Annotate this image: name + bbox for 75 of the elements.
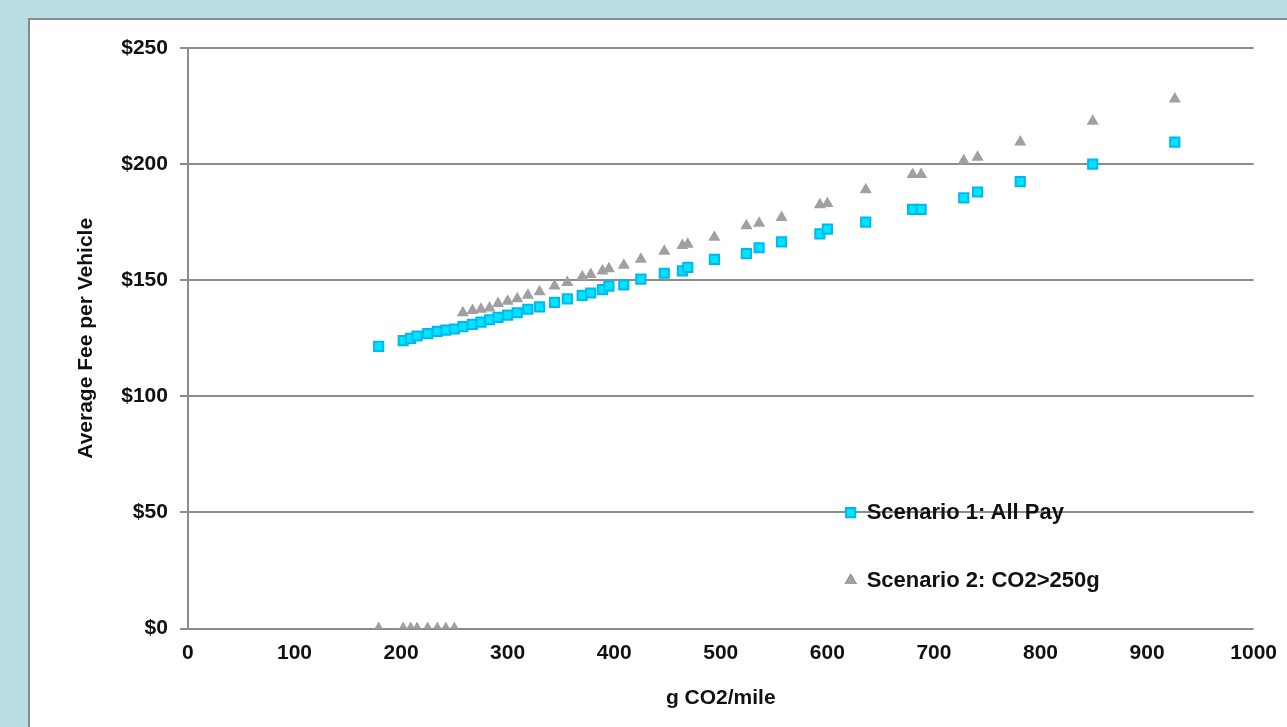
point bbox=[618, 279, 630, 291]
x-tick-label: 500 bbox=[703, 640, 739, 663]
point bbox=[821, 223, 833, 235]
y-axis-title: Average Fee per Vehicle bbox=[73, 217, 97, 459]
x-tick-label: 400 bbox=[596, 640, 632, 663]
point bbox=[860, 216, 872, 228]
point bbox=[522, 303, 534, 315]
x-tick-label: 700 bbox=[916, 640, 952, 663]
point bbox=[682, 261, 694, 274]
point bbox=[474, 302, 488, 313]
point bbox=[658, 267, 670, 279]
point bbox=[576, 269, 589, 281]
x-tick-label: 0 bbox=[182, 640, 194, 663]
point bbox=[617, 258, 630, 269]
point bbox=[501, 294, 514, 305]
point bbox=[775, 236, 788, 248]
point bbox=[859, 182, 872, 194]
point bbox=[1169, 136, 1181, 148]
point bbox=[492, 311, 504, 323]
point bbox=[708, 230, 721, 241]
point bbox=[1014, 175, 1026, 188]
point bbox=[585, 287, 597, 299]
point bbox=[753, 242, 765, 254]
y-tick-label: $0 bbox=[144, 615, 168, 639]
point bbox=[753, 216, 766, 227]
point bbox=[511, 307, 523, 319]
point bbox=[1014, 135, 1027, 146]
point bbox=[1086, 114, 1099, 125]
point bbox=[422, 328, 434, 340]
point bbox=[958, 192, 970, 204]
y-tick-label: $250 bbox=[121, 34, 168, 58]
point bbox=[534, 301, 546, 313]
point bbox=[1087, 158, 1099, 170]
point bbox=[740, 218, 753, 230]
point bbox=[775, 210, 788, 222]
x-axis-title: g CO2/mile bbox=[665, 685, 776, 709]
point bbox=[521, 288, 534, 299]
point bbox=[740, 247, 752, 260]
point bbox=[457, 321, 469, 333]
x-tick-label: 300 bbox=[490, 640, 526, 663]
legend-label: Scenario 1: All Pay bbox=[866, 498, 1065, 524]
y-tick-label: $50 bbox=[132, 499, 168, 523]
point bbox=[511, 291, 524, 303]
point bbox=[411, 330, 423, 342]
point bbox=[533, 284, 546, 296]
point bbox=[502, 309, 514, 321]
point bbox=[915, 203, 927, 215]
x-tick-label: 100 bbox=[276, 640, 313, 663]
x-tick-label: 800 bbox=[1022, 640, 1059, 663]
point bbox=[635, 273, 647, 285]
point bbox=[548, 296, 561, 308]
x-tick-label: 200 bbox=[383, 640, 419, 663]
point bbox=[658, 244, 671, 255]
legend-label: Scenario 2: CO2>250g bbox=[866, 566, 1100, 592]
point bbox=[1168, 92, 1181, 103]
x-tick-label: 1000 bbox=[1230, 640, 1277, 663]
x-tick-label: 600 bbox=[809, 640, 845, 663]
point bbox=[972, 186, 984, 198]
point bbox=[603, 280, 615, 292]
y-tick-label: $200 bbox=[121, 150, 168, 174]
point bbox=[373, 340, 385, 353]
point bbox=[634, 252, 647, 263]
x-tick-label: 900 bbox=[1129, 640, 1165, 663]
point bbox=[456, 305, 469, 317]
point bbox=[957, 153, 970, 165]
point bbox=[475, 316, 487, 328]
point bbox=[548, 279, 561, 290]
point bbox=[561, 275, 574, 287]
y-tick-label: $100 bbox=[121, 383, 168, 407]
y-tick-label: $150 bbox=[121, 267, 168, 291]
point bbox=[466, 303, 479, 314]
point bbox=[708, 253, 720, 265]
point bbox=[561, 293, 573, 305]
point bbox=[491, 296, 505, 307]
point bbox=[971, 150, 984, 161]
